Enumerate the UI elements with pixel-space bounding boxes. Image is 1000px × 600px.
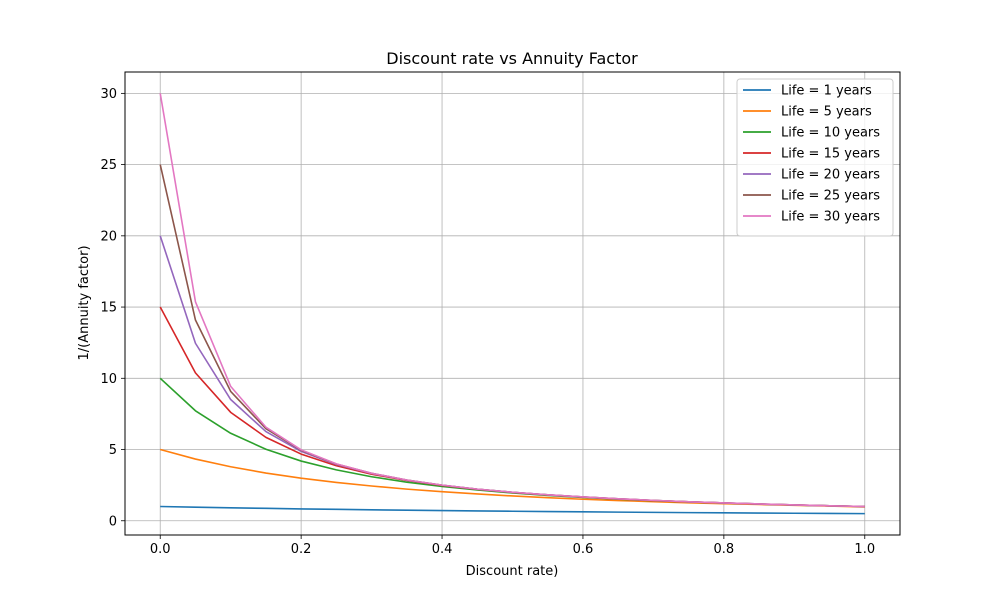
x-tick-label: 0.4 xyxy=(432,542,453,557)
legend-entry-label: Life = 20 years xyxy=(781,168,880,183)
x-tick-label: 0.2 xyxy=(291,542,312,557)
legend-box xyxy=(736,78,894,237)
legend-entry-label: Life = 15 years xyxy=(781,147,880,162)
x-ticks: 0.0 0.2 0.4 0.6 0.8 1.0 xyxy=(150,535,875,557)
series-layer xyxy=(159,93,865,515)
chart-title: Discount rate vs Annuity Factor xyxy=(386,49,638,68)
legend-entry-label: Life = 30 years xyxy=(781,210,880,225)
plot-frame xyxy=(124,71,901,536)
y-tick-label: 10 xyxy=(100,372,117,387)
y-ticks: 0 5 10 15 20 25 30 xyxy=(100,87,125,529)
legend-entry-label: Life = 5 years xyxy=(781,105,872,120)
x-tick-label: 0.6 xyxy=(573,542,594,557)
y-tick-label: 0 xyxy=(109,514,117,529)
legend: Life = 1 years Life = 5 years Life = 10 ye… xyxy=(736,78,894,237)
y-tick-label: 30 xyxy=(100,87,117,102)
y-tick-label: 25 xyxy=(100,158,117,173)
y-tick-label: 5 xyxy=(109,443,117,458)
y-axis-label: 1/(Annuity factor) xyxy=(77,245,92,360)
y-tick-label: 20 xyxy=(100,229,117,244)
x-tick-label: 1.0 xyxy=(854,542,875,557)
x-tick-label: 0.8 xyxy=(714,542,735,557)
legend-entry-label: Life = 1 years xyxy=(781,84,872,99)
x-tick-label: 0.0 xyxy=(150,542,171,557)
legend-entry-label: Life = 25 years xyxy=(781,189,880,204)
x-axis-label: Discount rate) xyxy=(466,564,559,579)
series-line-1 xyxy=(160,505,865,515)
y-tick-label: 15 xyxy=(100,301,117,316)
series-line-7 xyxy=(159,93,865,508)
legend-entry-label: Life = 10 years xyxy=(781,126,880,141)
